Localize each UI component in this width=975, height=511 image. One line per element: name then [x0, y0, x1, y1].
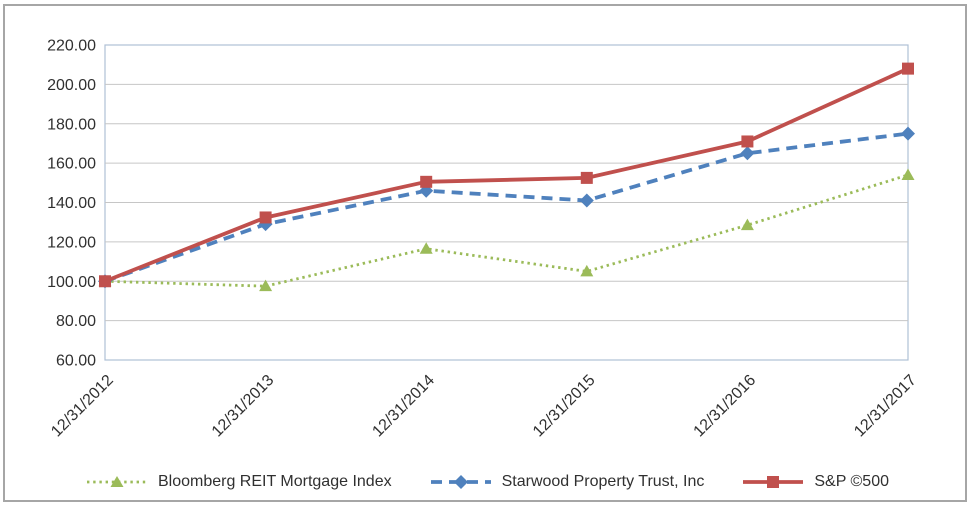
y-axis-tick-label: 200.00	[47, 77, 96, 94]
marker-triangle	[419, 242, 433, 254]
performance-line-chart: 220.00 200.00 180.00 160.00 140.00 120.00 100.…	[47, 38, 920, 441]
y-axis-tick-label: 160.00	[47, 156, 96, 173]
x-axis-tick-label: 12/31/2012	[48, 372, 117, 441]
marker-triangle	[259, 279, 273, 292]
legend-item-starwood-property-trust: Starwood Property Trust, Inc	[430, 473, 705, 491]
legend-label: Starwood Property Trust, Inc	[501, 473, 705, 490]
x-axis-tick-label: 12/31/2015	[530, 372, 599, 441]
marker-square	[259, 211, 272, 224]
legend-label: Bloomberg REIT Mortgage Index	[157, 473, 392, 490]
series-line-2	[104, 66, 909, 284]
y-axis-tick-label: 180.00	[47, 116, 96, 133]
legend-key-dotted-triangle-icon	[86, 476, 147, 487]
marker-square	[99, 275, 111, 288]
y-axis-tick-label: 60.00	[56, 353, 96, 370]
x-axis-tick-label: 12/31/2014	[369, 372, 438, 441]
marker-diamond	[740, 146, 755, 161]
legend-label: S&P ©500	[814, 473, 889, 490]
marker-square	[420, 175, 433, 188]
series-line-0	[104, 173, 909, 288]
marker-triangle	[580, 264, 594, 277]
marker-diamond	[579, 193, 594, 208]
series-line-1	[104, 131, 909, 284]
marker-square	[580, 171, 593, 184]
legend-key-solid-square-icon	[743, 476, 804, 488]
marker-triangle	[740, 218, 754, 231]
y-axis-tick-label: 80.00	[56, 313, 96, 330]
chart-legend: Bloomberg REIT Mortgage Index Starwood P…	[0, 473, 975, 491]
x-axis-tick-label: 12/31/2013	[209, 372, 278, 441]
marker-square	[902, 62, 914, 75]
y-axis-tick-label: 120.00	[47, 234, 96, 251]
legend-item-sp-500: S&P ©500	[742, 473, 889, 491]
legend-item-bloomberg-reit-mortgage-index: Bloomberg REIT Mortgage Index	[86, 473, 392, 491]
x-axis-tick-label: 12/31/2016	[691, 372, 760, 441]
marker-diamond	[901, 126, 915, 141]
legend-key-dashed-diamond-icon	[430, 475, 491, 489]
x-axis-tick-label: 12/31/2017	[851, 372, 920, 441]
y-axis-tick-label: 100.00	[47, 274, 96, 291]
y-axis-tick-label: 140.00	[47, 195, 96, 212]
y-axis-tick-label: 220.00	[47, 38, 96, 55]
marker-square	[741, 135, 754, 148]
marker-triangle	[901, 168, 915, 180]
